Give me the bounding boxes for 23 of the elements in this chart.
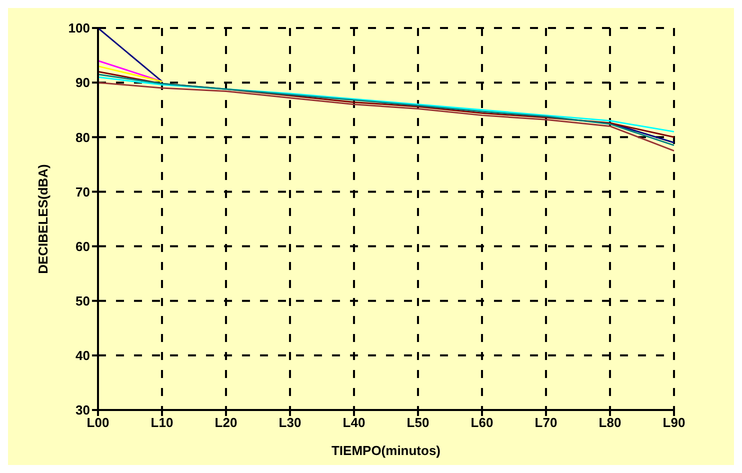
y-tick-label: 60	[76, 238, 90, 254]
y-tick-label: 40	[76, 348, 90, 364]
y-tick-label: 70	[76, 184, 90, 200]
y-tick-label: 100	[68, 20, 90, 36]
x-tick-label: L60	[470, 415, 494, 430]
y-tick-label: 50	[76, 293, 90, 308]
x-tick-label: L30	[278, 415, 302, 430]
y-axis-title: DECIBELES(dBA)	[36, 164, 51, 274]
x-tick-label: L10	[150, 415, 174, 430]
line-series	[97, 74, 675, 146]
line-series	[97, 82, 675, 152]
y-tick-label: 30	[76, 402, 90, 418]
x-tick-label: L90	[662, 415, 686, 430]
y-tick-label: 90	[76, 75, 90, 90]
x-axis-title: TIEMPO(minutos)	[331, 443, 441, 458]
x-tick-label: L00	[86, 415, 110, 430]
x-tick-label: L70	[534, 415, 558, 430]
line-series	[97, 76, 675, 132]
x-tick-label: L20	[214, 415, 238, 430]
y-tick-label: 80	[76, 130, 90, 145]
x-tick-label: L40	[342, 415, 366, 430]
x-tick-label: L50	[406, 415, 430, 430]
x-tick-label: L80	[598, 415, 622, 430]
